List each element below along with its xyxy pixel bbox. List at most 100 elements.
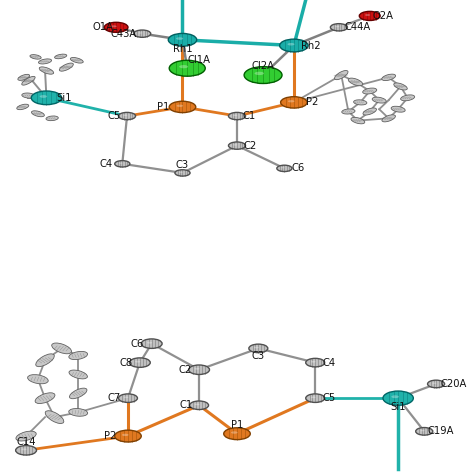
Ellipse shape [233, 115, 237, 116]
Ellipse shape [428, 380, 445, 388]
Ellipse shape [190, 401, 209, 410]
Text: C7: C7 [107, 393, 120, 403]
Ellipse shape [382, 115, 395, 122]
Text: C1: C1 [242, 111, 255, 121]
Ellipse shape [280, 39, 308, 52]
Ellipse shape [179, 172, 183, 173]
Ellipse shape [351, 118, 365, 124]
Ellipse shape [118, 112, 136, 119]
Ellipse shape [254, 346, 259, 348]
Ellipse shape [228, 142, 246, 149]
Ellipse shape [59, 63, 73, 71]
Ellipse shape [363, 108, 376, 115]
Text: C4: C4 [99, 159, 112, 169]
Ellipse shape [69, 351, 88, 360]
Text: C1: C1 [179, 400, 192, 410]
Ellipse shape [21, 448, 27, 450]
Ellipse shape [16, 431, 36, 441]
Ellipse shape [372, 97, 386, 103]
Text: C2: C2 [178, 365, 191, 375]
Ellipse shape [228, 112, 246, 119]
Ellipse shape [416, 428, 433, 435]
Ellipse shape [176, 105, 183, 107]
Text: C6: C6 [131, 338, 144, 349]
Ellipse shape [138, 32, 143, 34]
Ellipse shape [27, 374, 48, 384]
Ellipse shape [195, 403, 200, 405]
Text: C6: C6 [292, 164, 305, 173]
Text: C44A: C44A [345, 22, 371, 32]
Ellipse shape [118, 394, 137, 402]
Ellipse shape [104, 22, 128, 32]
Ellipse shape [311, 361, 316, 363]
Ellipse shape [31, 91, 62, 105]
Ellipse shape [383, 391, 413, 405]
Ellipse shape [69, 409, 88, 416]
Ellipse shape [135, 361, 140, 363]
Ellipse shape [115, 161, 130, 167]
Ellipse shape [46, 116, 58, 121]
Ellipse shape [31, 111, 45, 117]
Ellipse shape [420, 430, 425, 431]
Ellipse shape [36, 354, 55, 366]
Text: P1: P1 [231, 419, 243, 430]
Text: Cl2A: Cl2A [252, 61, 274, 71]
Text: C4: C4 [323, 357, 336, 368]
Ellipse shape [17, 104, 29, 109]
Ellipse shape [45, 411, 64, 423]
Ellipse shape [111, 25, 117, 27]
Ellipse shape [233, 144, 237, 146]
Ellipse shape [70, 57, 83, 63]
Ellipse shape [391, 106, 405, 112]
Text: Rh2: Rh2 [301, 40, 320, 51]
Text: C5: C5 [107, 111, 120, 121]
Text: C3: C3 [252, 351, 265, 361]
Text: C19A: C19A [428, 426, 454, 437]
Ellipse shape [123, 115, 128, 116]
Ellipse shape [277, 165, 292, 172]
Ellipse shape [249, 344, 268, 353]
Ellipse shape [189, 365, 210, 374]
Ellipse shape [176, 37, 183, 40]
Ellipse shape [194, 368, 200, 370]
Ellipse shape [401, 95, 415, 101]
Ellipse shape [287, 43, 294, 46]
Ellipse shape [122, 434, 128, 436]
Text: Rh1: Rh1 [173, 44, 192, 54]
Ellipse shape [330, 24, 347, 31]
Ellipse shape [30, 55, 41, 59]
Ellipse shape [141, 339, 162, 348]
Ellipse shape [22, 76, 35, 85]
Ellipse shape [18, 74, 29, 81]
Ellipse shape [55, 54, 67, 59]
Ellipse shape [16, 446, 36, 455]
Ellipse shape [348, 78, 363, 86]
Ellipse shape [175, 170, 190, 176]
Ellipse shape [40, 95, 47, 98]
Ellipse shape [359, 11, 380, 20]
Ellipse shape [354, 100, 367, 105]
Text: P2: P2 [306, 97, 318, 108]
Text: C14: C14 [16, 437, 36, 447]
Text: P1: P1 [157, 102, 170, 112]
Text: O1A: O1A [92, 22, 113, 32]
Ellipse shape [124, 396, 128, 398]
Ellipse shape [255, 72, 264, 75]
Ellipse shape [224, 428, 250, 440]
Text: C8: C8 [119, 357, 132, 368]
Text: C43A: C43A [110, 28, 137, 39]
Ellipse shape [147, 342, 152, 344]
Text: Si1: Si1 [57, 93, 72, 103]
Ellipse shape [179, 65, 188, 68]
Text: C2: C2 [244, 141, 257, 151]
Ellipse shape [169, 101, 196, 113]
Ellipse shape [382, 74, 396, 81]
Ellipse shape [288, 100, 294, 102]
Ellipse shape [35, 393, 55, 403]
Ellipse shape [281, 97, 307, 108]
Ellipse shape [342, 109, 355, 114]
Text: Cl1A: Cl1A [188, 55, 210, 65]
Ellipse shape [335, 26, 339, 27]
Ellipse shape [244, 67, 282, 83]
Ellipse shape [432, 383, 437, 384]
